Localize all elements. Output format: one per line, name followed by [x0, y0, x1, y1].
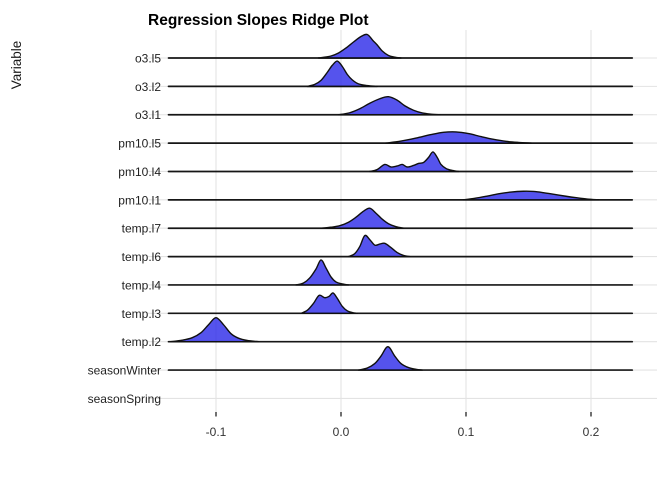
density-curve-temp.l4	[295, 259, 350, 286]
chart-title: Regression Slopes Ridge Plot	[148, 12, 369, 29]
y-axis-label-seasonWinter: seasonWinter	[88, 364, 161, 378]
y-axis-label-seasonSpring: seasonSpring	[88, 392, 161, 406]
density-curves	[167, 33, 634, 371]
y-axis-label-pm10.l5: pm10.l5	[118, 137, 161, 151]
x-axis-tick-label: 0.0	[333, 425, 350, 439]
y-axis-label-temp.l4: temp.l4	[122, 278, 162, 292]
x-axis: -0.1 0.0 0.1 0.2	[206, 412, 600, 439]
y-axis-labels: o3.l5 o3.l2 o3.l1 pm10.l5 pm10.l4 pm10.l1 temp…	[88, 52, 162, 406]
density-curve-o3.l1	[337, 96, 441, 116]
y-axis-label-o3.l1: o3.l1	[135, 108, 161, 122]
y-axis-label-temp.l6: temp.l6	[122, 250, 162, 264]
density-curve-temp.l2	[170, 317, 260, 343]
x-axis-tick-label: 0.1	[458, 425, 475, 439]
density-curve-temp.l6	[347, 234, 411, 258]
y-axis-label-temp.l7: temp.l7	[122, 222, 162, 236]
density-curve-temp.l3	[300, 292, 358, 315]
gridlines	[148, 30, 657, 412]
y-axis-label-temp.l3: temp.l3	[122, 307, 162, 321]
density-curve-pm10.l5	[385, 131, 532, 144]
y-axis-title: Variable	[9, 41, 24, 90]
y-axis-label-temp.l2: temp.l2	[122, 335, 162, 349]
y-axis-label-o3.l2: o3.l2	[135, 80, 161, 94]
density-curve-o3.l2	[306, 60, 378, 88]
density-curve-pm10.l1	[462, 190, 600, 201]
x-axis-tick-label: -0.1	[206, 425, 227, 439]
density-curve-o3.l5	[317, 33, 402, 59]
y-axis-label-pm10.l4: pm10.l4	[118, 165, 161, 179]
density-curve-pm10.l4	[369, 151, 460, 173]
y-axis-label-pm10.l1: pm10.l1	[118, 193, 161, 207]
x-axis-tick-label: 0.2	[583, 425, 600, 439]
density-curve-temp.l7	[320, 207, 405, 229]
y-axis-label-o3.l5: o3.l5	[135, 52, 161, 66]
density-curve-seasonWinter	[357, 345, 423, 371]
